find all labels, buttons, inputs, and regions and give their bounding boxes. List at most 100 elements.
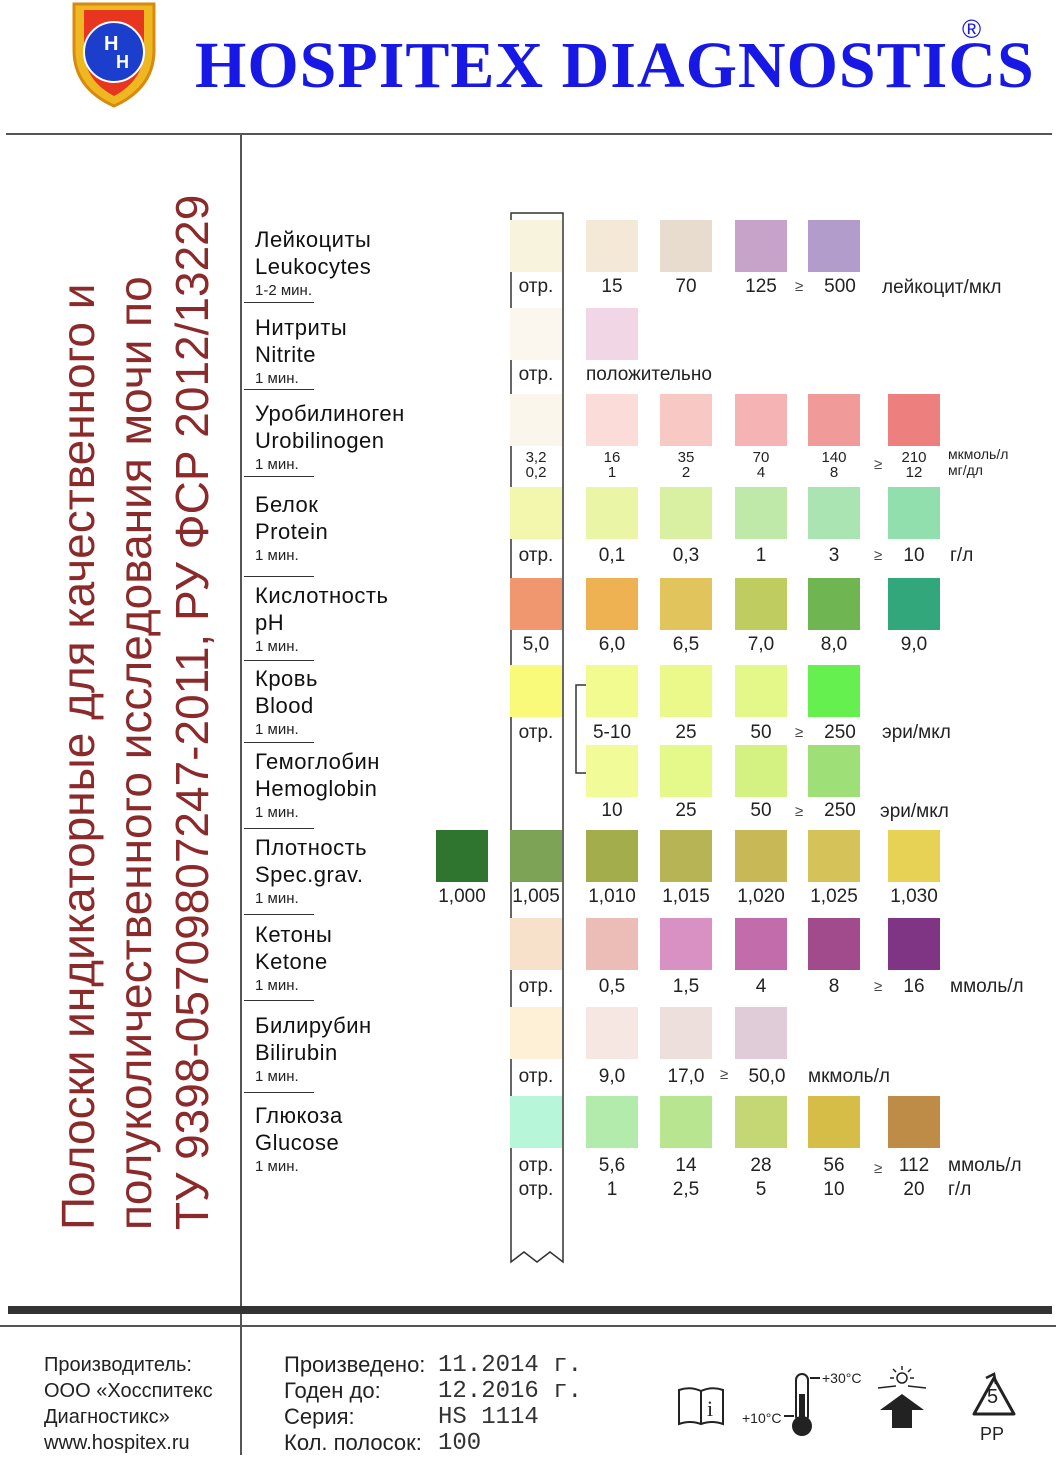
row-label-en: Bilirubin xyxy=(255,1040,338,1065)
row-separator xyxy=(244,476,314,477)
footer-rule-thick xyxy=(8,1306,1052,1314)
specgrav-label-2: 1,010 xyxy=(588,886,636,907)
specgrav-swatch-1 xyxy=(510,830,562,882)
nitrite-label-0: отр. xyxy=(518,364,554,385)
row-label-time: 1 мин. xyxy=(255,370,299,387)
row-label-en: Urobilinogen xyxy=(255,428,385,453)
glucose-value-bottom: 5 xyxy=(755,1179,767,1200)
ketone-label-3: 4 xyxy=(755,976,767,997)
row-label-protein: Белок Protein 1 мин. xyxy=(255,491,495,564)
header-divider xyxy=(6,133,1052,135)
blood-swatch-3 xyxy=(735,665,787,717)
glucose-swatch-4 xyxy=(808,1096,860,1148)
urobilinogen-value-bottom: 1 xyxy=(607,464,617,481)
protein-label-5: 10 xyxy=(903,545,925,566)
count-row: Кол. полосок: 100 xyxy=(284,1429,644,1457)
leukocytes-ge-symbol: ≥ xyxy=(795,278,804,295)
protein-ge-symbol: ≥ xyxy=(874,547,883,564)
specgrav-swatch-6 xyxy=(888,830,940,882)
ketone-swatch-0 xyxy=(510,918,562,970)
glucose-swatch-1 xyxy=(586,1096,638,1148)
protein-swatch-0 xyxy=(510,487,562,539)
shield-logo-icon: H H xyxy=(72,2,156,108)
vertical-title: Полоски индикаторные для качественного и… xyxy=(50,194,221,1230)
row-label-time: 1-2 мин. xyxy=(255,282,312,299)
ketone-swatch-5 xyxy=(888,918,940,970)
urobilinogen-value-bottom: 0,2 xyxy=(525,464,547,481)
urobilinogen-swatch-1 xyxy=(586,394,638,446)
specgrav-label-1: 1,005 xyxy=(512,886,560,907)
manufacturer-label: Производитель: xyxy=(44,1354,192,1376)
protein-label-4: 3 xyxy=(828,545,840,566)
ketone-label-0: отр. xyxy=(518,976,554,997)
leukocytes-swatch-2 xyxy=(660,220,712,272)
glucose-label-4: 56 10 xyxy=(800,1154,868,1202)
brand-name: HOSPITEX DIAGNOSTICS xyxy=(195,29,1035,102)
bilirubin-swatch-0 xyxy=(510,1007,562,1059)
row-label-ru: Кетоны xyxy=(255,922,333,947)
blood-hemoglobin-bracket xyxy=(570,684,586,774)
leukocytes-swatch-4 xyxy=(808,220,860,272)
row-label-ru: Гемоглобин xyxy=(255,749,380,774)
ketone-unit: ммоль/л xyxy=(950,976,1024,997)
vertical-title-line-3: ТУ 9398-05709807247-2011, РУ ФСР 2012/13… xyxy=(166,194,218,1230)
row-label-en: Glucose xyxy=(255,1130,340,1155)
row-separator xyxy=(244,1092,314,1093)
glucose-value-bottom: 20 xyxy=(903,1179,925,1200)
row-separator xyxy=(244,389,314,390)
count-value: 100 xyxy=(438,1429,482,1457)
svg-text:H: H xyxy=(104,33,118,55)
produced-row: Произведено: 11.2014 г. xyxy=(284,1351,644,1379)
recycle-number: 5 xyxy=(987,1386,999,1408)
row-label-hemoglobin: Гемоглобин Hemoglobin 1 мин. xyxy=(255,748,495,821)
urobilinogen-value-top: 210 xyxy=(901,449,927,466)
row-label-time: 1 мин. xyxy=(255,977,299,994)
ph-swatch-4 xyxy=(808,578,860,630)
urobilinogen-value-top: 16 xyxy=(603,449,621,466)
hemoglobin-label-3: 250 xyxy=(824,800,856,821)
row-label-blood: Кровь Blood 1 мин. xyxy=(255,665,495,738)
row-label-urobilinogen: Уробилиноген Urobilinogen 1 мин. xyxy=(255,400,495,473)
protein-label-2: 0,3 xyxy=(672,545,700,566)
urobilinogen-swatch-5 xyxy=(888,394,940,446)
row-label-ru: Белок xyxy=(255,492,319,517)
blood-swatch-4 xyxy=(808,665,860,717)
ph-swatch-2 xyxy=(660,578,712,630)
produced-label: Произведено: xyxy=(284,1352,426,1377)
row-label-en: Ketone xyxy=(255,949,328,974)
blood-unit: эри/мкл xyxy=(882,722,951,743)
specgrav-label-3: 1,015 xyxy=(662,886,710,907)
row-label-time: 1 мин. xyxy=(255,638,299,655)
row-label-time: 1 мин. xyxy=(255,890,299,907)
bilirubin-label-1: 9,0 xyxy=(598,1066,626,1087)
specgrav-swatch-2 xyxy=(586,830,638,882)
ph-label-3: 7,0 xyxy=(747,634,775,655)
series-row: Серия: HS 1114 xyxy=(284,1404,644,1431)
blood-label-2: 25 xyxy=(675,722,697,743)
urobilinogen-label-1: 16 1 xyxy=(578,450,646,480)
expiry-label: Годен до: xyxy=(284,1378,381,1403)
blood-label-0: отр. xyxy=(518,722,554,743)
urobilinogen-swatch-4 xyxy=(808,394,860,446)
recycle-code: PP xyxy=(980,1424,1005,1444)
protein-label-1: 0,1 xyxy=(598,545,626,566)
ketone-swatch-1 xyxy=(586,918,638,970)
row-label-en: Spec.grav. xyxy=(255,862,364,887)
ph-label-4: 8,0 xyxy=(820,634,848,655)
row-label-time: 1 мин. xyxy=(255,1158,299,1175)
row-label-nitrite: Нитриты Nitrite 1 мин. xyxy=(255,314,495,387)
svg-text:i: i xyxy=(707,1396,713,1421)
row-label-ru: Билирубин xyxy=(255,1013,372,1038)
row-label-ru: Кровь xyxy=(255,666,318,691)
glucose-units: ммоль/л г/л xyxy=(948,1154,1022,1202)
vertical-title-line-2: полуколичественного исследования мочи по xyxy=(109,276,161,1230)
instructions-book-icon: i xyxy=(676,1384,726,1428)
produced-value: 11.2014 г. xyxy=(438,1351,583,1379)
nitrite-label-1: положительно xyxy=(586,364,712,385)
protein-label-0: отр. xyxy=(518,545,554,566)
ph-swatch-1 xyxy=(586,578,638,630)
row-separator xyxy=(244,302,314,303)
manufacturer-url[interactable]: www.hospitex.ru xyxy=(44,1432,190,1454)
glucose-value-bottom: 2,5 xyxy=(672,1179,700,1200)
glucose-unit-top: ммоль/л xyxy=(948,1155,1022,1176)
